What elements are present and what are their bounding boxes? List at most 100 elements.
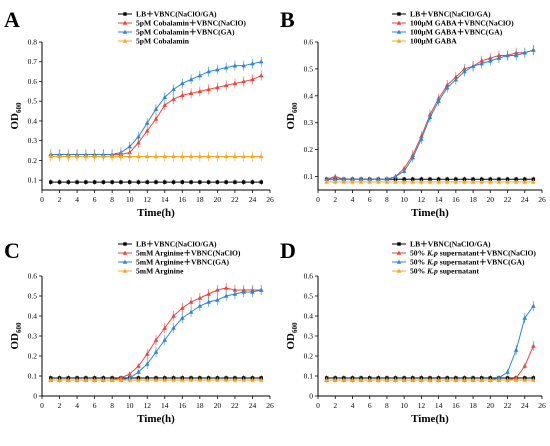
chart-panel-C: C0 2 4 6 8 10 12 14 16 18 20 22 24 2600.10.20.30.40.5…: [4, 238, 274, 425]
data-point: [258, 59, 264, 64]
data-point: [358, 179, 364, 184]
data-point: [488, 377, 493, 382]
data-point: [180, 180, 185, 184]
data-point: [136, 377, 141, 382]
x-tick-label: 16: [452, 195, 460, 204]
data-point: [101, 154, 106, 159]
data-point: [180, 305, 185, 310]
legend-marker: [397, 242, 401, 246]
legend-label-part: K.p: [426, 249, 438, 258]
data-point: [505, 53, 510, 58]
data-point: [332, 174, 338, 179]
data-point: [341, 176, 347, 181]
y-tick-label: 0.4: [304, 312, 314, 321]
data-point: [144, 351, 150, 356]
legend-marker: [396, 38, 402, 43]
data-point: [531, 47, 536, 52]
data-point: [419, 177, 424, 181]
data-point: [163, 180, 167, 184]
legend-label-part: K.p: [426, 267, 438, 276]
legend-label: 100μM GABA＋VBNC(NaClO): [410, 19, 514, 28]
data-point: [189, 180, 193, 184]
y-axis-label-subscript: 600: [291, 102, 299, 113]
series-2: [48, 70, 264, 160]
data-point: [419, 377, 424, 382]
x-tick-label: 18: [469, 195, 477, 204]
data-point: [144, 128, 150, 133]
data-point: [350, 179, 355, 184]
legend-marker: [122, 259, 128, 264]
legend-marker: [123, 242, 127, 246]
data-point: [197, 154, 203, 159]
x-tick-label: 12: [418, 195, 426, 204]
data-point: [332, 179, 338, 184]
data-point: [531, 303, 536, 308]
y-axis-label-subscript: 600: [15, 322, 23, 333]
data-point: [197, 303, 203, 308]
legend-label-part: supernatant: [438, 267, 480, 276]
data-point: [241, 154, 246, 159]
y-tick-label: 0.2: [304, 145, 314, 154]
y-tick-label: 0.3: [304, 118, 314, 127]
x-tick-label: 24: [521, 195, 529, 204]
data-point: [206, 377, 211, 382]
data-point: [180, 377, 185, 382]
data-point: [250, 180, 255, 184]
data-point: [410, 179, 416, 184]
data-point: [471, 177, 475, 181]
data-point: [153, 337, 159, 342]
data-point: [324, 377, 329, 382]
data-point: [401, 377, 407, 382]
data-point: [171, 180, 176, 184]
data-point: [488, 177, 493, 181]
data-point: [454, 177, 458, 181]
data-point: [428, 177, 432, 181]
series-3: [48, 56, 264, 160]
data-point: [188, 77, 194, 82]
data-point: [436, 98, 441, 103]
data-point: [136, 140, 141, 145]
data-point: [127, 144, 132, 149]
legend-marker: [396, 20, 402, 25]
series-3: [324, 301, 536, 383]
series-line: [326, 345, 534, 381]
data-point: [101, 377, 106, 382]
series-line: [50, 287, 262, 381]
data-point: [513, 53, 519, 58]
data-point: [92, 377, 97, 382]
x-tick-label: 2: [58, 401, 62, 410]
data-point: [384, 176, 390, 181]
data-point: [250, 61, 255, 66]
data-point: [162, 337, 168, 342]
y-tick-label: 0.2: [304, 352, 314, 361]
data-point: [479, 61, 484, 66]
data-point: [436, 179, 441, 184]
data-point: [206, 86, 211, 92]
y-tick-label: 0.4: [28, 116, 38, 125]
data-point: [350, 176, 355, 181]
data-point: [522, 377, 528, 382]
y-tick-label: 0.6: [28, 272, 38, 281]
data-point: [479, 179, 484, 184]
panel-letter: B: [280, 7, 295, 32]
x-axis-label: Time(h): [411, 413, 449, 425]
data-point: [402, 177, 406, 181]
x-tick-label: 8: [385, 401, 389, 410]
data-point: [223, 154, 229, 159]
x-tick-label: 12: [418, 401, 426, 410]
y-tick-label: 0.5: [304, 64, 314, 73]
legend-marker: [396, 29, 402, 34]
data-point: [427, 114, 433, 120]
data-point: [101, 180, 106, 184]
x-tick-label: 10: [400, 401, 408, 410]
x-tick-label: 16: [452, 401, 460, 410]
legend-label: 50% K.p supernatant＋VBNC(NaClO): [410, 249, 536, 258]
data-point: [83, 154, 89, 159]
x-tick-label: 20: [487, 195, 495, 204]
data-point: [180, 315, 185, 320]
legend-marker: [122, 250, 128, 255]
data-point: [258, 377, 264, 382]
data-point: [153, 349, 159, 354]
series-4: [48, 151, 264, 162]
data-point: [74, 154, 80, 159]
